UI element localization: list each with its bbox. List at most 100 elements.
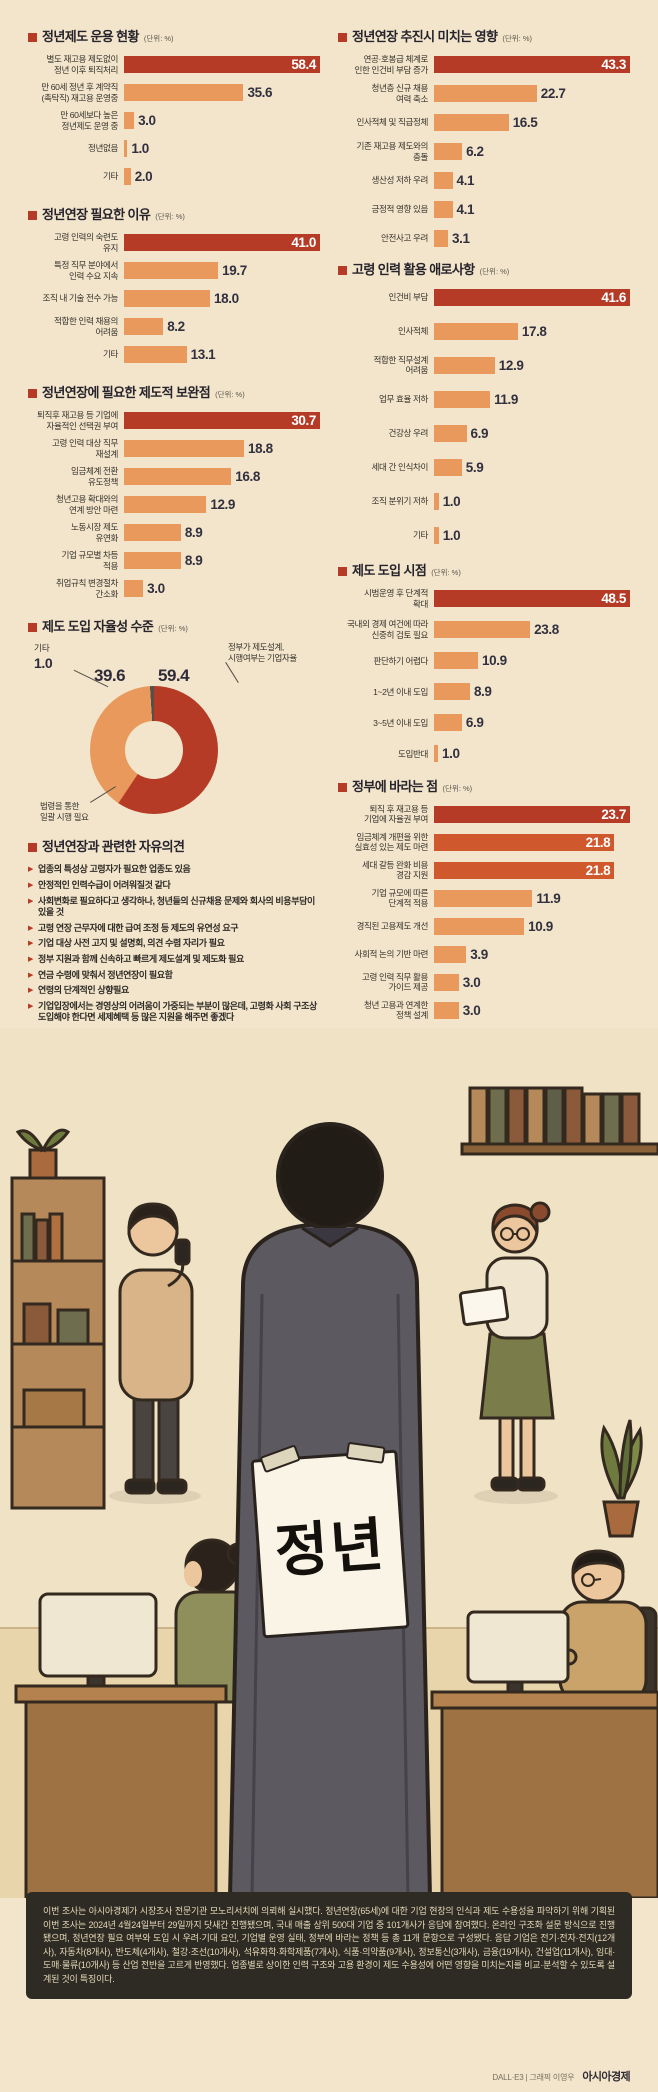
chart-row: 정년없음 1.0	[28, 138, 320, 159]
unit-label: (단위: %)	[431, 568, 461, 578]
opinion-text: 고령 연장 근무자에 대한 급여 조정 등 제도의 유연성 요구	[37, 922, 239, 933]
bar-value: 5.9	[465, 459, 484, 475]
section-institutional-supplement: 정년연장에 필요한 제도적 보완점 (단위: %) 퇴직후 재고용 등 기업에 …	[28, 382, 320, 606]
chart-row: 기타 1.0	[338, 525, 630, 546]
section-extension-reason: 정년연장 필요한 이유 (단위: %) 고령 인력의 숙련도 유지 41.0 특정 …	[28, 204, 320, 372]
section-autonomy-level: 제도 도입 자율성 수준 (단위: %) 기타 1.0 39.6 59.4 정부…	[28, 616, 320, 826]
leader-line	[225, 662, 239, 684]
bar: 41.0	[124, 234, 320, 252]
red-square-bullet	[28, 211, 37, 221]
bar-label: 특정 직무 분야에서 인력 수요 지속	[53, 260, 118, 281]
opinion-list: ▶ 업종의 특성상 고령자가 필요한 업종도 있음 ▶ 안정적인 인력수급이 어려워질…	[28, 864, 320, 1024]
bar-track: 11.9	[434, 889, 630, 907]
bar	[434, 745, 439, 763]
bar-label: 도입반대	[397, 748, 428, 759]
section-header: 고령 인력 활용 애로사항 (단위: %)	[338, 259, 630, 278]
bar-value: 17.8	[521, 323, 547, 339]
bar-label: 고령 인력의 숙련도 유지	[53, 232, 118, 253]
tape-left	[260, 1445, 301, 1473]
chart-row: 퇴직 후 재고용 등 기업에 자율권 부여 23.7	[338, 804, 630, 825]
arrow-bullet-icon: ▶	[28, 897, 33, 905]
bar	[124, 112, 135, 129]
bar-track: 30.7	[124, 412, 320, 430]
unit-label: (단위: %)	[442, 783, 473, 793]
bar-label: 노동시장 제도 유연화	[70, 522, 118, 543]
bar-value: 43.3	[601, 57, 626, 72]
right-desk-monitor	[430, 1610, 658, 1900]
chart-row: 시범운영 후 단계적 확대 48.5	[338, 588, 630, 609]
bar-track: 10.9	[434, 917, 630, 935]
red-square-bullet	[338, 567, 347, 577]
bar-label: 인건비 부담	[388, 291, 428, 302]
bar-label: 고령 인력 대상 직무 재설계	[51, 438, 118, 459]
bar-chart-timing: 시범운영 후 단계적 확대 48.5 국내외 경제 여건에 따라 신중히 검토 필요…	[338, 588, 630, 764]
bar-value: 1.0	[442, 746, 460, 762]
bar	[434, 114, 509, 131]
chart-row: 적합한 인력 채용의 어려움 8.2	[28, 316, 320, 337]
opinion-item: ▶ 기업입장에서는 경영상의 어려움이 가중되는 부분이 많은데, 고령화 사회 …	[28, 1001, 320, 1024]
bar-track: 19.7	[124, 262, 320, 280]
bar-label: 별도 재고용 제도없이 정년 이후 퇴직처리	[46, 54, 118, 75]
office-illustration: 정년	[0, 1028, 658, 1900]
bar	[434, 973, 459, 991]
bar-label: 건강상 우려	[388, 427, 428, 438]
bar	[124, 580, 144, 598]
bar-label: 국내외 경제 여건에 따라 신중히 검토 필요	[346, 619, 428, 640]
section-title: 정년연장 추진시 미치는 영향	[352, 29, 498, 44]
bar-track: 8.2	[124, 318, 320, 336]
bar-label: 임금체계 개편을 위한 실효성 있는 제도 마련	[354, 831, 428, 853]
bar-label: 만 60세 정년 후 계약직 (촉탁직) 재고용 운영중	[41, 82, 118, 103]
bar-value: 8.2	[167, 319, 185, 335]
red-square-bullet	[338, 265, 347, 275]
bar-value: 4.1	[456, 202, 475, 217]
bar-value: 10.9	[528, 918, 553, 934]
section-introduction-timing: 제도 도입 시점 (단위: %) 시범운영 후 단계적 확대 48.5 국내외 경제…	[338, 560, 630, 774]
brand-logo: 아시아경제	[582, 2071, 630, 2083]
bar-track: 6.9	[434, 424, 630, 442]
bar-label: 청년고용 확대와의 연계 방안 마련	[55, 494, 118, 515]
bar	[124, 84, 244, 101]
bar	[124, 140, 128, 157]
bar-label: 1~2년 이내 도입	[373, 686, 428, 697]
bar-label: 기업 규모에 따른 단계적 적용	[371, 887, 428, 909]
bar-track: 23.8	[434, 621, 630, 639]
bar-label: 기존 재고용 제도와의 충돌	[356, 141, 428, 162]
section-elderly-difficulty: 고령 인력 활용 애로사항 (단위: %) 인건비 부담 41.6 인사적체 17.8…	[338, 259, 630, 559]
bar-track: 6.9	[434, 714, 630, 732]
bar	[434, 945, 467, 963]
bar: 21.8	[434, 861, 615, 879]
chart-row: 임금체계 개편을 위한 실효성 있는 제도 마련 21.8	[338, 832, 630, 853]
chart-row: 만 60세보다 높은 정년제도 운영 중 3.0	[28, 110, 320, 131]
section-government-wishes: 정부에 바라는 점 (단위: %) 퇴직 후 재고용 등 기업에 자율권 부여 2…	[338, 776, 630, 1028]
opinion-item: ▶ 고령 연장 근무자에 대한 급여 조정 등 제도의 유연성 요구	[28, 923, 320, 935]
bar-value: 6.9	[470, 425, 489, 441]
bar-value: 8.9	[184, 525, 203, 541]
bar-label: 세대 갈등 완화 비용 경감 지원	[361, 859, 428, 881]
bar-value: 3.0	[138, 113, 156, 128]
section-header: 제도 도입 자율성 수준 (단위: %)	[28, 616, 320, 635]
standing-woman-papers	[458, 1201, 558, 1504]
arrow-bullet-icon: ▶	[28, 882, 33, 890]
bar-value: 8.9	[473, 684, 492, 700]
bar	[434, 322, 518, 340]
section-free-opinions: 정년연장과 관련한 자유의견 ▶ 업종의 특성상 고령자가 필요한 업종도 있음 ▶…	[28, 836, 320, 1028]
unit-label: (단위: %)	[158, 624, 188, 634]
bar	[124, 524, 181, 542]
chart-row: 노동시장 제도 유연화 8.9	[28, 522, 320, 543]
bar-value: 1.0	[131, 141, 149, 156]
bar-chart-operation: 별도 재고용 제도없이 정년 이후 퇴직처리 58.4 만 60세 정년 후 계약직…	[28, 54, 320, 187]
bar-value: 11.9	[536, 890, 561, 906]
bar-label: 적합한 인력 채용의 어려움	[53, 316, 118, 337]
bar-track: 3.0	[124, 112, 320, 129]
bar-track: 8.9	[124, 524, 320, 542]
bar-track: 41.0	[124, 234, 320, 252]
bar-label: 3~5년 이내 도입	[373, 717, 428, 728]
bar-track: 10.9	[434, 652, 630, 670]
section-header: 정부에 바라는 점 (단위: %)	[338, 776, 630, 795]
bar	[124, 346, 187, 364]
bar	[434, 492, 439, 510]
bar: 23.7	[434, 805, 630, 823]
bar-value: 16.8	[235, 469, 260, 485]
donut-chart-autonomy: 기타 1.0 39.6 59.4 정부가 제도설계, 시행여부는 기업자율 법령…	[28, 642, 320, 826]
